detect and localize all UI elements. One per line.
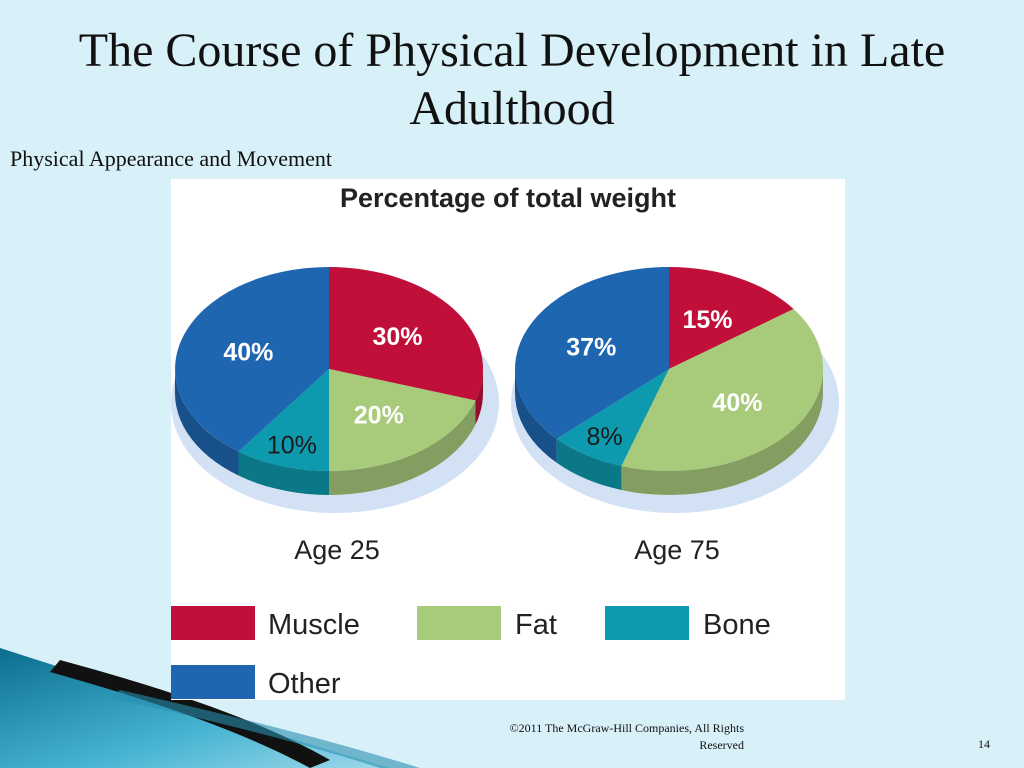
legend-label-fat: Fat [515,609,557,641]
legend-swatch-muscle [171,606,255,640]
slice-fat [621,309,824,472]
slice-side-fat [329,400,476,495]
chart-title: Percentage of total weight [339,183,677,213]
slice-other [175,267,329,452]
slice-label-other: 40% [223,339,273,367]
pie-caption: Age 25 [294,535,380,565]
legend-label-muscle: Muscle [268,609,360,641]
slice-fat [329,369,476,471]
legend-label-bone: Bone [703,609,771,641]
pie-caption: Age 75 [634,535,720,565]
slice-muscle [669,267,794,369]
slice-label-bone: 8% [587,423,623,451]
slice-label-other: 37% [566,334,616,362]
slice-bone [556,369,669,466]
slice-side-muscle [475,369,483,425]
pie-age-25: 30% 20% 10% 40% Age 25 [171,267,499,565]
legend-swatch-other [171,665,255,699]
chart-legend: Muscle Fat Bone Other [171,606,771,700]
slice-label-fat: 20% [354,401,404,429]
slice-side-other [175,369,239,476]
slice-label-muscle: 15% [682,306,732,334]
slice-other [514,267,669,439]
legend-swatch-bone [605,606,689,640]
legend-swatch-fat [417,606,501,640]
pie-charts-svg: 30% 20% 10% 40% Age 25 15% 40% 8% 37% Age 75 Muscl… [171,267,839,700]
slice-label-fat: 40% [712,389,762,417]
slice-side-bone [238,451,329,495]
slice-muscle [329,267,484,401]
slice-side-fat [621,369,823,495]
copyright-footer: ©2011 The McGraw-Hill Companies, All Rig… [509,721,744,752]
chart-figure: Percentage of total weight 30% 20% 10% 40% A… [171,179,845,700]
slice-label-muscle: 30% [372,323,422,351]
slice-label-bone: 10% [267,432,317,460]
slide-title: The Course of Physical Development in La… [78,24,946,135]
slice-side-bone [556,438,622,490]
pie-age-75: 15% 40% 8% 37% Age 75 [511,267,839,565]
page-number: 14 [978,737,990,751]
legend-label-other: Other [268,668,341,700]
slice-bone [238,369,329,471]
slide-subtitle: Physical Appearance and Movement [10,146,332,171]
slice-side-other [515,369,557,463]
